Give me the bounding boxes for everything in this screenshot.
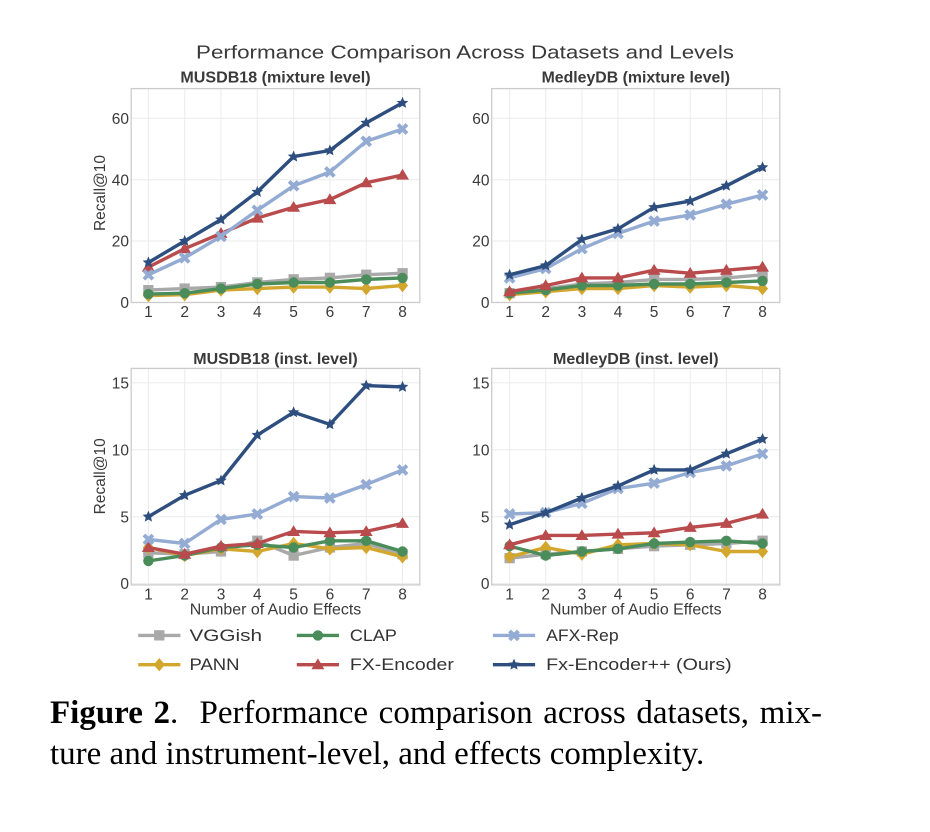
svg-text:3: 3: [578, 304, 587, 321]
svg-text:2: 2: [180, 304, 189, 321]
svg-text:VGGish: VGGish: [190, 626, 263, 645]
svg-text:20: 20: [472, 234, 490, 251]
svg-text:5: 5: [289, 304, 298, 321]
svg-text:15: 15: [112, 376, 129, 393]
svg-text:15: 15: [472, 376, 489, 393]
svg-text:8: 8: [758, 304, 767, 321]
svg-text:8: 8: [398, 587, 407, 604]
svg-text:0: 0: [120, 295, 129, 312]
svg-text:MedleyDB (mixture level): MedleyDB (mixture level): [542, 69, 730, 86]
svg-text:1: 1: [505, 304, 514, 321]
svg-text:7: 7: [722, 304, 731, 321]
svg-text:AFX-Rep: AFX-Rep: [546, 626, 619, 645]
svg-text:4: 4: [253, 304, 262, 321]
svg-text:7: 7: [362, 304, 371, 321]
svg-text:7: 7: [722, 587, 731, 604]
svg-text:Fx-Encoder++ (Ours): Fx-Encoder++ (Ours): [546, 655, 732, 674]
svg-text:20: 20: [112, 234, 130, 251]
svg-text:6: 6: [326, 587, 335, 604]
svg-text:Number of Audio Effects: Number of Audio Effects: [190, 602, 362, 619]
svg-text:6: 6: [686, 304, 695, 321]
svg-text:6: 6: [686, 587, 695, 604]
svg-text:0: 0: [120, 576, 129, 593]
svg-text:1: 1: [505, 587, 514, 604]
svg-text:3: 3: [217, 304, 226, 321]
svg-text:2: 2: [541, 304, 550, 321]
svg-text:4: 4: [614, 304, 623, 321]
svg-text:PANN: PANN: [190, 655, 240, 674]
svg-text:Recall@10: Recall@10: [92, 155, 109, 231]
svg-text:Performance Comparison Across: Performance Comparison Across Datasets a…: [196, 43, 734, 63]
svg-text:10: 10: [112, 442, 130, 459]
svg-text:7: 7: [362, 587, 371, 604]
svg-text:3: 3: [578, 587, 587, 604]
svg-text:CLAP: CLAP: [350, 626, 397, 645]
svg-text:Number of Audio Effects: Number of Audio Effects: [550, 602, 722, 619]
svg-text:1: 1: [144, 587, 153, 604]
svg-text:5: 5: [481, 509, 490, 526]
svg-text:FX-Encoder: FX-Encoder: [350, 655, 454, 674]
svg-text:MUSDB18 (mixture level): MUSDB18 (mixture level): [180, 69, 370, 86]
svg-text:5: 5: [120, 509, 129, 526]
svg-text:5: 5: [289, 587, 298, 604]
svg-text:MUSDB18 (inst. level): MUSDB18 (inst. level): [193, 351, 358, 368]
svg-text:5: 5: [650, 587, 659, 604]
svg-text:8: 8: [758, 587, 767, 604]
svg-text:60: 60: [112, 111, 130, 128]
svg-text:4: 4: [614, 587, 623, 604]
svg-text:8: 8: [398, 304, 407, 321]
svg-text:0: 0: [481, 576, 490, 593]
svg-text:40: 40: [472, 172, 490, 189]
svg-text:6: 6: [326, 304, 335, 321]
svg-text:1: 1: [144, 304, 153, 321]
svg-text:2: 2: [180, 587, 189, 604]
svg-text:5: 5: [650, 304, 659, 321]
svg-text:40: 40: [112, 172, 130, 189]
svg-text:10: 10: [472, 442, 490, 459]
svg-text:MedleyDB (inst. level): MedleyDB (inst. level): [553, 351, 719, 368]
svg-text:3: 3: [217, 587, 226, 604]
svg-text:2: 2: [541, 587, 550, 604]
svg-text:60: 60: [472, 111, 490, 128]
svg-text:4: 4: [253, 587, 262, 604]
svg-text:0: 0: [481, 295, 490, 312]
svg-text:Recall@10: Recall@10: [92, 438, 109, 514]
